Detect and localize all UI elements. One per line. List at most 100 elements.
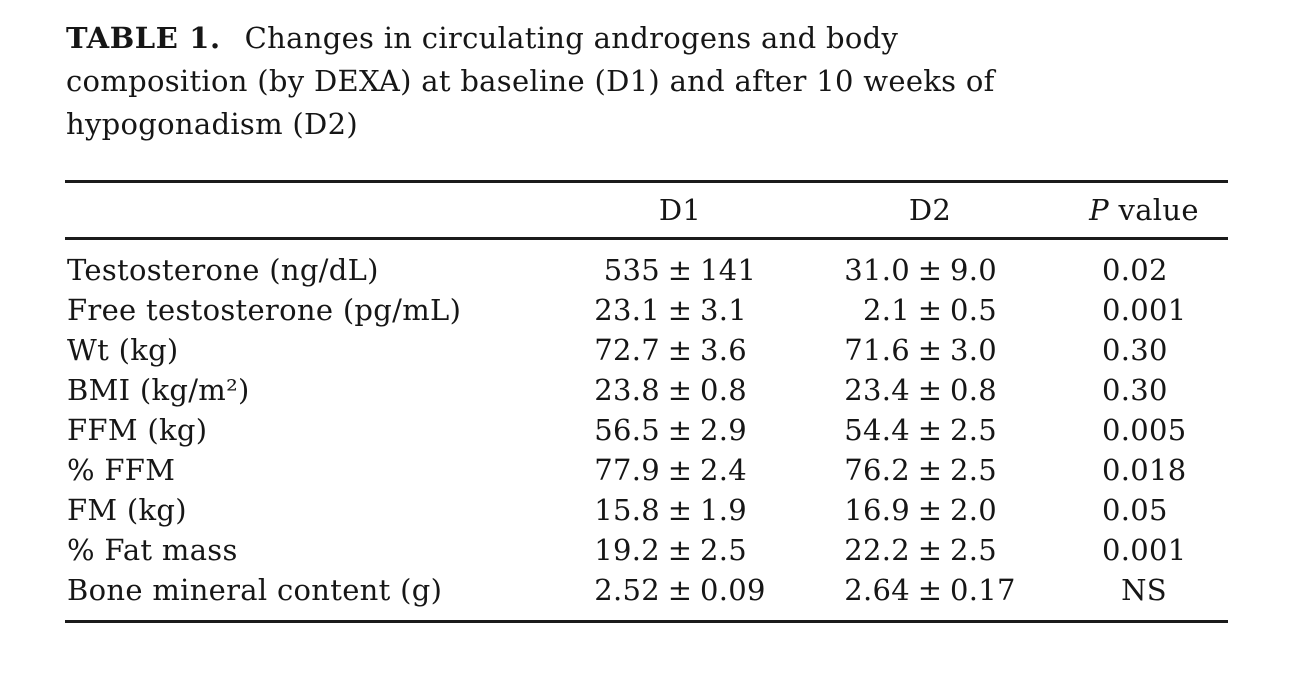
d1-mean: 2.52: [594, 573, 660, 607]
d2-cell: 54.4 ±2.5: [800, 410, 1060, 450]
d1-sd: 2.4: [700, 453, 748, 487]
d2-mean: 31.0: [844, 253, 910, 287]
d1-sd: 0.09: [700, 573, 766, 607]
d2-value: 54.4 ±2.5: [822, 410, 1038, 450]
p-value: NS: [1121, 573, 1167, 607]
d1-mean: 56.5: [594, 413, 660, 447]
d1-cell: 15.8 ±1.9: [560, 490, 800, 530]
plus-minus-icon: ±: [917, 293, 943, 327]
plus-minus-icon: ±: [917, 333, 943, 367]
d1-value: 23.1 ±3.1: [572, 290, 788, 330]
d2-cell: 22.2 ±2.5: [800, 530, 1060, 570]
row-label: Bone mineral content (g): [65, 570, 560, 610]
table-row: FM (kg) 15.8 ±1.9 16.9 ±2.0 0.05: [65, 490, 1228, 530]
d1-sd: 2.5: [700, 533, 748, 567]
row-label-text: Wt (kg): [67, 333, 179, 367]
plus-minus-icon: ±: [917, 453, 943, 487]
p-value-cell: 0.018: [1060, 450, 1228, 490]
table-body: Testosterone (ng/dL) 535 ±141 31.0 ±9.0 0.…: [65, 240, 1228, 620]
p-value-cell: NS: [1060, 570, 1228, 610]
d2-mean: 76.2: [844, 453, 910, 487]
p-value-cell: 0.30: [1060, 330, 1228, 370]
table-row: Testosterone (ng/dL) 535 ±141 31.0 ±9.0 0.…: [65, 250, 1228, 290]
d2-mean: 54.4: [844, 413, 910, 447]
d1-cell: 56.5 ±2.9: [560, 410, 800, 450]
table-caption: TABLE 1. Changes in circulating androgens…: [66, 17, 995, 146]
plus-minus-icon: ±: [667, 533, 693, 567]
d2-value: 2.64 ±0.17: [822, 570, 1038, 610]
d1-mean: 23.8: [594, 373, 660, 407]
p-value-cell: 0.001: [1060, 530, 1228, 570]
d2-sd: 0.17: [950, 573, 1016, 607]
row-label-text: FFM (kg): [67, 413, 208, 447]
d2-value: 22.2 ±2.5: [822, 530, 1038, 570]
table-row: Wt (kg) 72.7 ±3.6 71.6 ±3.0 0.30: [65, 330, 1228, 370]
d2-sd: 9.0: [950, 253, 998, 287]
header-label-column: [65, 183, 560, 237]
p-value: 0.005: [1102, 413, 1187, 447]
d1-value: 535 ±141: [572, 250, 788, 290]
d1-sd: 2.9: [700, 413, 748, 447]
d1-mean: 77.9: [594, 453, 660, 487]
d2-cell: 16.9 ±2.0: [800, 490, 1060, 530]
table-row: BMI (kg/m²) 23.8 ±0.8 23.4 ±0.8 0.30: [65, 370, 1228, 410]
d2-sd: 2.5: [950, 533, 998, 567]
p-value: 0.30: [1102, 333, 1168, 367]
header-d2: D2: [908, 193, 952, 227]
row-label-text: BMI (kg/m²): [67, 373, 250, 407]
d1-cell: 77.9 ±2.4: [560, 450, 800, 490]
d2-value: 16.9 ±2.0: [822, 490, 1038, 530]
row-label-text: % FFM: [67, 453, 176, 487]
caption-line-2: composition (by DEXA) at baseline (D1) a…: [66, 64, 995, 98]
plus-minus-icon: ±: [917, 373, 943, 407]
d2-mean: 16.9: [844, 493, 910, 527]
d2-sd: 2.5: [950, 413, 998, 447]
p-value: 0.018: [1102, 453, 1187, 487]
d1-cell: 23.8 ±0.8: [560, 370, 800, 410]
d1-value: 72.7 ±3.6: [572, 330, 788, 370]
plus-minus-icon: ±: [667, 333, 693, 367]
d2-mean: 2.64: [844, 573, 910, 607]
table-row: % Fat mass 19.2 ±2.5 22.2 ±2.5 0.001: [65, 530, 1228, 570]
d1-value: 56.5 ±2.9: [572, 410, 788, 450]
plus-minus-icon: ±: [917, 413, 943, 447]
caption-line-3: hypogonadism (D2): [66, 107, 358, 141]
d2-cell: 23.4 ±0.8: [800, 370, 1060, 410]
p-value: 0.001: [1102, 293, 1187, 327]
plus-minus-icon: ±: [667, 253, 693, 287]
plus-minus-icon: ±: [667, 373, 693, 407]
plus-minus-icon: ±: [917, 493, 943, 527]
data-table: D1 D2 P value Testosterone (ng/dL) 535 ±1…: [65, 180, 1228, 623]
d2-mean: 2.1: [862, 293, 910, 327]
d2-sd: 2.0: [950, 493, 998, 527]
d1-mean: 19.2: [594, 533, 660, 567]
d1-cell: 23.1 ±3.1: [560, 290, 800, 330]
d1-value: 23.8 ±0.8: [572, 370, 788, 410]
d1-sd: 3.1: [700, 293, 748, 327]
p-value-cell: 0.005: [1060, 410, 1228, 450]
d1-value: 2.52 ±0.09: [572, 570, 788, 610]
d2-mean: 22.2: [844, 533, 910, 567]
header-p-italic: P: [1089, 193, 1109, 227]
d1-value: 19.2 ±2.5: [572, 530, 788, 570]
row-label: Testosterone (ng/dL): [65, 250, 560, 290]
row-label: Free testosterone (pg/mL): [65, 290, 560, 330]
row-label-text: FM (kg): [67, 493, 187, 527]
plus-minus-icon: ±: [917, 533, 943, 567]
d1-sd: 3.6: [700, 333, 748, 367]
d1-value: 15.8 ±1.9: [572, 490, 788, 530]
d2-cell: 71.6 ±3.0: [800, 330, 1060, 370]
d2-cell: 76.2 ±2.5: [800, 450, 1060, 490]
plus-minus-icon: ±: [917, 253, 943, 287]
table-header-row: D1 D2 P value: [65, 183, 1228, 240]
d2-sd: 0.8: [950, 373, 998, 407]
p-value-cell: 0.05: [1060, 490, 1228, 530]
table-row: Bone mineral content (g) 2.52 ±0.09 2.64 ±…: [65, 570, 1228, 610]
d1-sd: 1.9: [700, 493, 748, 527]
d2-value: 71.6 ±3.0: [822, 330, 1038, 370]
d1-mean: 15.8: [594, 493, 660, 527]
d2-value: 23.4 ±0.8: [822, 370, 1038, 410]
p-value: 0.02: [1102, 253, 1168, 287]
d2-value: 31.0 ±9.0: [822, 250, 1038, 290]
